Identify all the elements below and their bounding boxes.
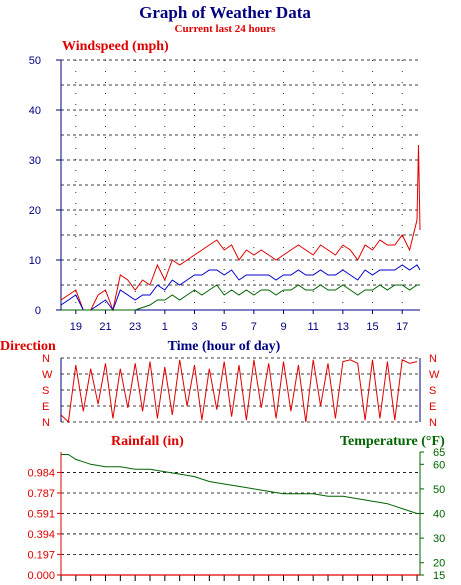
wind-y-tick-label: 0 [35, 305, 41, 317]
rain-y-tick-label: 0.000 [27, 570, 55, 582]
dir-left-label: E [42, 401, 49, 413]
chart-title: Graph of Weather Data [139, 3, 311, 22]
rain-y-tick-label: 0.984 [27, 467, 55, 479]
rain-y-tick-label: 0.787 [27, 488, 55, 500]
x-tick-label: 5 [221, 321, 227, 333]
rain-y-tick-label: 0.197 [27, 549, 55, 561]
x-tick-label: 7 [251, 321, 257, 333]
wind-y-tick-label: 30 [29, 155, 41, 167]
rain-y-tick-label: 0.591 [27, 508, 55, 520]
wind-series-line-blue [60, 264, 421, 312]
wind-y-tick-label: 10 [29, 255, 41, 267]
wind-y-tick-label: 50 [29, 55, 41, 67]
temp-y-tick-label: 15 [433, 570, 445, 582]
temp-y-tick-label: 60 [433, 459, 445, 471]
dir-left-label: S [42, 385, 49, 397]
dir-right-label: N [429, 417, 437, 429]
x-tick-label: 3 [191, 321, 197, 333]
dir-right-label: W [429, 369, 440, 381]
x-tick-label: 15 [366, 321, 378, 333]
windspeed-label: Windspeed (mph) [62, 39, 169, 54]
dir-right-label: N [429, 353, 437, 365]
wind-series-line-red [60, 144, 421, 312]
time-axis-label: Time (hour of day) [168, 339, 281, 354]
temp-y-tick-label: 50 [433, 484, 445, 496]
wind-y-tick-label: 40 [29, 105, 41, 117]
wind-y-tick-label: 20 [29, 205, 41, 217]
dir-left-label: N [42, 353, 50, 365]
rain-y-tick-label: 0.394 [27, 529, 55, 541]
wind-series-line-green [61, 284, 420, 311]
x-tick-label: 11 [307, 321, 318, 333]
x-tick-label: 17 [396, 321, 408, 333]
x-tick-label: 1 [162, 321, 168, 333]
direction-label: Direction [0, 339, 56, 354]
x-tick-label: 21 [99, 321, 111, 333]
temp-y-tick-label: 40 [433, 509, 445, 521]
dir-left-label: W [42, 369, 53, 381]
temperature-label: Temperature (°F) [340, 434, 445, 449]
temp-y-tick-label: 30 [433, 533, 445, 545]
dir-right-label: S [429, 385, 436, 397]
x-tick-label: 23 [129, 321, 141, 333]
dir-right-label: E [429, 401, 436, 413]
temperature-line [61, 454, 420, 514]
chart-subtitle: Current last 24 hours [175, 23, 277, 35]
x-tick-label: 9 [280, 321, 286, 333]
direction-line [60, 359, 418, 424]
x-tick-label: 13 [337, 321, 349, 333]
x-tick-label: 19 [70, 321, 82, 333]
rainfall-label: Rainfall (in) [111, 434, 184, 449]
temp-y-tick-label: 20 [433, 558, 445, 570]
direction-panel: N NW WS SE EN N [42, 353, 440, 429]
dir-left-label: N [42, 417, 50, 429]
temp-y-tick-label: 65 [433, 447, 445, 459]
